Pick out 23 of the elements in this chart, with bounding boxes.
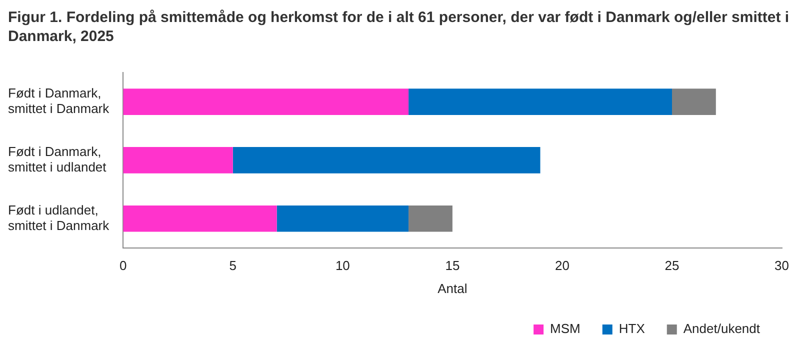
x-axis-title: Antal [438, 280, 468, 296]
y-tick-label: Født i udlandet, smittet i Danmark [8, 202, 110, 233]
y-tick-label: Født i Danmark, smittet i Danmark [8, 86, 110, 116]
x-tick-label: 30 [774, 258, 790, 274]
x-tick-label: 0 [120, 258, 127, 274]
x-tick-label: 25 [664, 258, 680, 274]
bar [276, 205, 409, 232]
bar [123, 88, 409, 115]
bar [408, 205, 452, 232]
x-tick-label: 10 [335, 258, 350, 274]
legend-label: Andet/ukendt [683, 321, 760, 336]
chart-title: Figur 1. Fordeling på smittemåde og herkomst for de i alt 61 personer, der var født i Danmark og/eller smittet i Danmark, 2025 [8, 8, 790, 46]
bar [123, 205, 277, 232]
x-tick-label: 15 [445, 258, 460, 274]
bar [232, 147, 540, 174]
legend-label: MSM [550, 321, 580, 336]
bar [408, 88, 672, 115]
x-tick-label: 20 [554, 258, 570, 274]
bar [123, 147, 233, 174]
y-tick-label: Født i Danmark, smittet i udlandet [8, 144, 107, 175]
legend-label: HTX [618, 321, 646, 336]
x-tick-label: 5 [229, 258, 237, 274]
bar [672, 88, 716, 115]
